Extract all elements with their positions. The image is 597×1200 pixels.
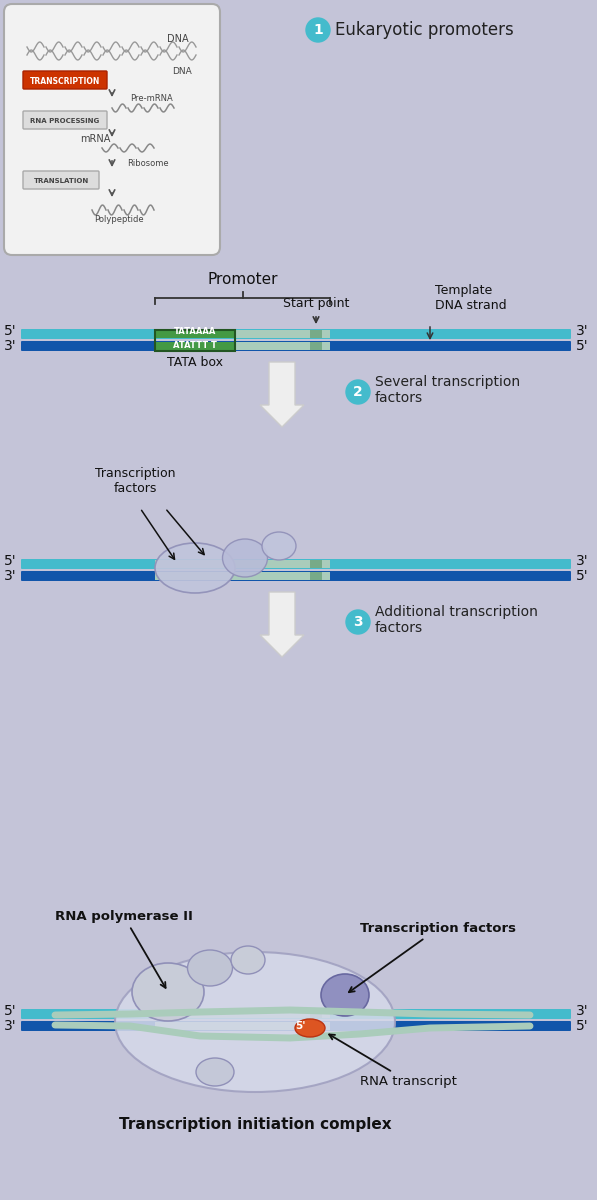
Bar (155, 342, 235, 350)
Text: Additional transcription
factors: Additional transcription factors (375, 605, 538, 635)
Text: Several transcription
factors: Several transcription factors (375, 374, 520, 406)
Text: Promoter: Promoter (207, 272, 278, 287)
Text: 3': 3' (576, 324, 588, 338)
Text: 5': 5' (4, 554, 16, 568)
Bar (155, 330, 235, 350)
Text: Transcription factors: Transcription factors (349, 922, 516, 992)
Text: 5': 5' (576, 569, 588, 583)
Ellipse shape (132, 962, 204, 1021)
Text: 3': 3' (576, 1004, 588, 1018)
Text: RNA PROCESSING: RNA PROCESSING (30, 118, 100, 124)
Bar (310, 1022, 322, 1030)
Bar (310, 330, 322, 338)
Text: Template
DNA strand: Template DNA strand (435, 284, 507, 312)
FancyBboxPatch shape (4, 4, 220, 254)
Text: TATAAAA: TATAAAA (174, 326, 216, 336)
Ellipse shape (155, 542, 235, 593)
Ellipse shape (115, 952, 395, 1092)
Text: ATATTT T: ATATTT T (173, 342, 217, 350)
Text: 5': 5' (4, 1004, 16, 1018)
Ellipse shape (187, 950, 232, 986)
FancyBboxPatch shape (23, 110, 107, 128)
Text: TATA box: TATA box (167, 356, 223, 370)
FancyBboxPatch shape (21, 559, 571, 569)
Text: 3': 3' (4, 569, 16, 583)
Text: DNA: DNA (167, 34, 189, 44)
Text: DNA: DNA (172, 67, 192, 76)
Bar (310, 560, 322, 568)
Ellipse shape (196, 1058, 234, 1086)
Text: 2: 2 (353, 385, 363, 398)
Bar (310, 342, 322, 350)
FancyBboxPatch shape (21, 1009, 571, 1019)
Circle shape (346, 610, 370, 634)
Circle shape (346, 380, 370, 404)
Text: Start point: Start point (283, 296, 349, 310)
Bar (310, 572, 322, 580)
FancyBboxPatch shape (21, 571, 571, 581)
Text: TRANSLATION: TRANSLATION (33, 178, 88, 184)
Text: RNA polymerase II: RNA polymerase II (55, 910, 193, 988)
Text: 5': 5' (576, 1019, 588, 1033)
Ellipse shape (231, 946, 265, 974)
Ellipse shape (321, 974, 369, 1016)
Ellipse shape (223, 539, 267, 577)
Bar (155, 1022, 330, 1030)
Bar (155, 560, 330, 568)
FancyBboxPatch shape (23, 170, 99, 188)
Text: 3: 3 (353, 614, 363, 629)
Text: 3': 3' (576, 554, 588, 568)
Circle shape (306, 18, 330, 42)
Text: 5': 5' (295, 1021, 305, 1031)
Text: 3': 3' (4, 338, 16, 353)
FancyBboxPatch shape (23, 71, 107, 89)
Text: RNA transcript: RNA transcript (329, 1034, 457, 1088)
Bar (155, 1010, 330, 1018)
FancyBboxPatch shape (21, 329, 571, 338)
Text: Polypeptide: Polypeptide (94, 215, 144, 224)
Bar (155, 330, 330, 338)
Text: TRANSCRIPTION: TRANSCRIPTION (30, 77, 100, 85)
FancyArrow shape (260, 362, 304, 427)
Text: 5': 5' (4, 324, 16, 338)
Bar (155, 572, 330, 580)
Text: Transcription
factors: Transcription factors (95, 467, 176, 494)
FancyArrow shape (260, 592, 304, 658)
FancyBboxPatch shape (21, 341, 571, 350)
Bar (155, 330, 235, 338)
FancyBboxPatch shape (21, 1021, 571, 1031)
Bar (155, 342, 330, 350)
Ellipse shape (262, 532, 296, 560)
Text: Ribosome: Ribosome (127, 158, 168, 168)
Text: Transcription initiation complex: Transcription initiation complex (119, 1117, 391, 1133)
Text: 1: 1 (313, 23, 323, 37)
Text: 5': 5' (576, 338, 588, 353)
Bar (310, 1010, 322, 1018)
Text: Eukaryotic promoters: Eukaryotic promoters (335, 20, 514, 38)
Text: mRNA: mRNA (80, 134, 110, 144)
Text: 3': 3' (4, 1019, 16, 1033)
Text: Pre-mRNA: Pre-mRNA (130, 94, 173, 103)
Ellipse shape (295, 1019, 325, 1037)
